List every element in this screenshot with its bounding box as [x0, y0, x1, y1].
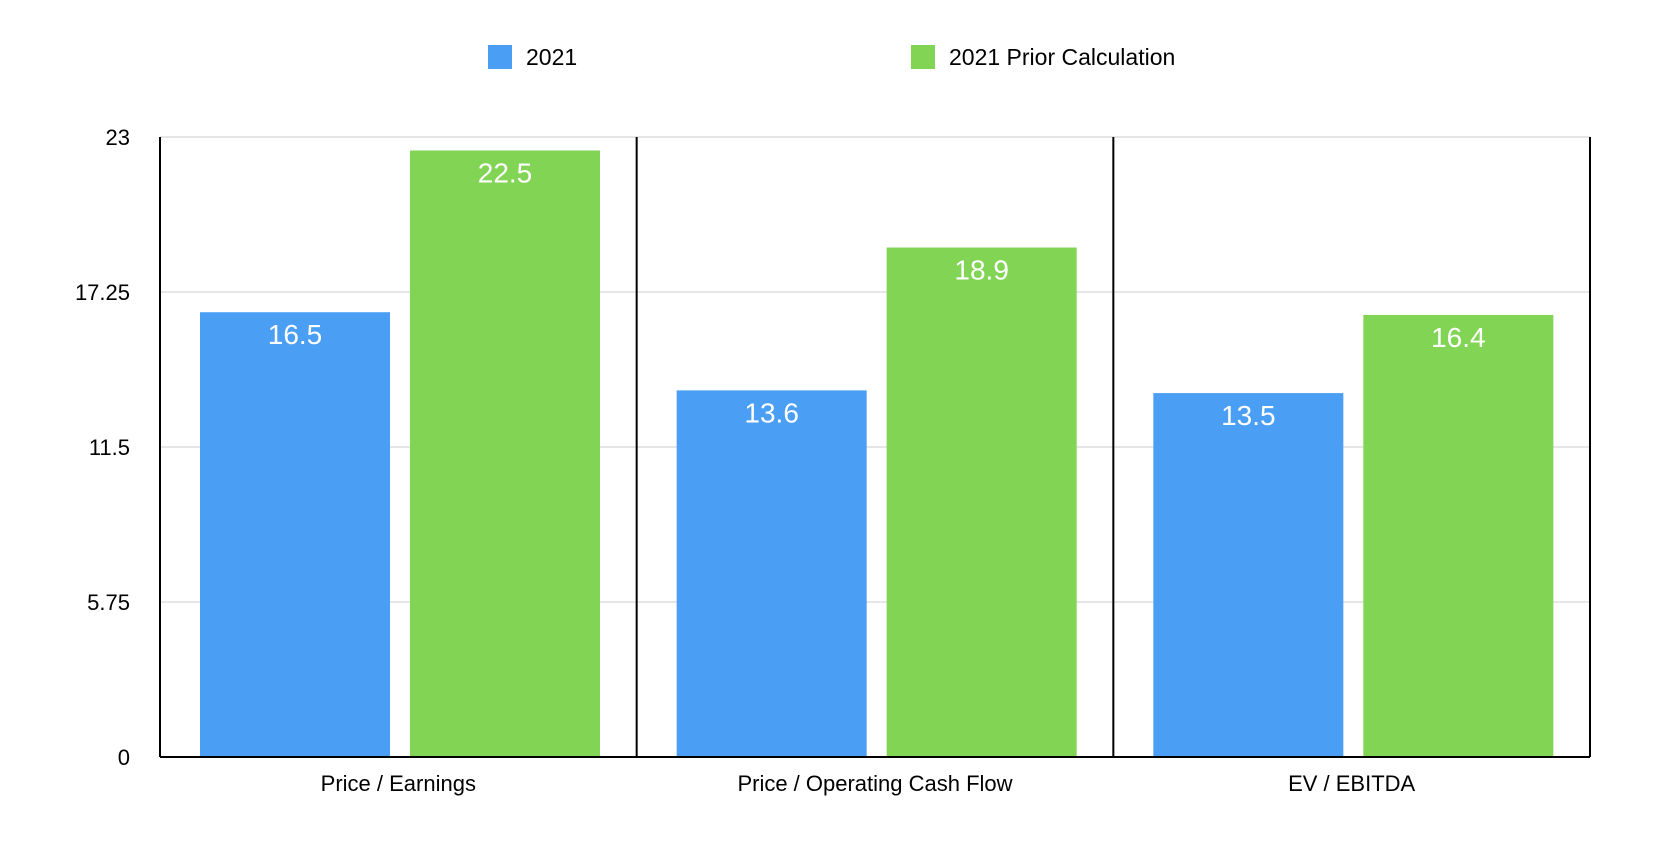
data-label: 22.5: [478, 157, 533, 188]
data-label: 16.5: [268, 319, 323, 350]
legend-label: 2021: [526, 43, 578, 70]
bar: [200, 312, 390, 757]
legend-swatch-blue: [488, 45, 512, 69]
legend: 2021 2021 Prior Calculation: [0, 42, 1676, 72]
data-label: 13.5: [1221, 400, 1276, 431]
y-tick-label: 11.5: [89, 435, 130, 460]
y-tick-label: 17.25: [75, 280, 130, 305]
x-tick-label: Price / Earnings: [321, 771, 476, 796]
bar: [676, 390, 867, 757]
data-label: 13.6: [744, 397, 799, 428]
data-label: 18.9: [954, 255, 1009, 286]
legend-label: 2021 Prior Calculation: [949, 43, 1176, 70]
legend-item-2021: 2021: [488, 42, 577, 72]
y-tick-label: 0: [118, 745, 130, 770]
bar: [1363, 314, 1554, 757]
y-tick-label: 5.75: [87, 590, 130, 615]
data-label: 16.4: [1431, 322, 1486, 353]
y-tick-label: 23: [106, 125, 130, 150]
bar: [1153, 393, 1344, 757]
legend-item-2021-prior-calculation: 2021 Prior Calculation: [911, 42, 1175, 72]
legend-swatch-green: [911, 45, 935, 69]
x-tick-label: EV / EBITDA: [1288, 771, 1415, 796]
bar: [886, 247, 1077, 758]
x-tick-label: Price / Operating Cash Flow: [737, 771, 1012, 796]
bar: [410, 150, 600, 757]
